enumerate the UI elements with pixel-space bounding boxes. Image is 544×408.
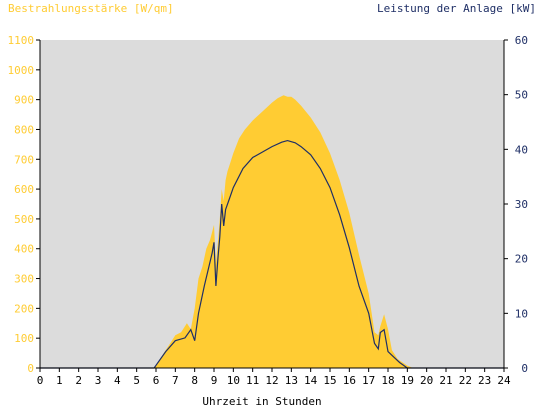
left-y-tick-label: 100 xyxy=(14,332,34,345)
x-tick-label: 9 xyxy=(211,374,218,387)
right-y-tick-label: 50 xyxy=(515,89,528,102)
x-tick-label: 19 xyxy=(401,374,414,387)
left-y-tick-label: 600 xyxy=(14,183,34,196)
x-tick-label: 11 xyxy=(246,374,259,387)
left-y-tick-label: 700 xyxy=(14,153,34,166)
x-tick-label: 18 xyxy=(381,374,394,387)
right-y-tick-label: 20 xyxy=(515,253,528,266)
x-tick-label: 12 xyxy=(265,374,278,387)
x-tick-label: 24 xyxy=(497,374,511,387)
x-axis-label: Uhrzeit in Stunden xyxy=(202,395,321,408)
power-line xyxy=(40,139,504,369)
x-tick-label: 22 xyxy=(459,374,472,387)
x-tick-label: 1 xyxy=(56,374,63,387)
x-tick-label: 7 xyxy=(172,374,179,387)
x-tick-label: 4 xyxy=(114,374,121,387)
x-tick-label: 8 xyxy=(191,374,198,387)
x-tick-label: 6 xyxy=(153,374,160,387)
x-tick-label: 13 xyxy=(285,374,298,387)
x-tick-label: 0 xyxy=(37,374,44,387)
left-y-tick-label: 300 xyxy=(14,273,34,286)
left-y-tick-label: 900 xyxy=(14,94,34,107)
series-layer xyxy=(40,95,504,369)
right-y-tick-label: 30 xyxy=(515,198,528,211)
x-tick-label: 20 xyxy=(420,374,433,387)
left-y-tick-label: 1000 xyxy=(8,64,35,77)
left-y-tick-label: 400 xyxy=(14,243,34,256)
x-tick-label: 10 xyxy=(227,374,240,387)
x-tick-label: 3 xyxy=(95,374,102,387)
x-tick-label: 17 xyxy=(362,374,375,387)
irradiance-area xyxy=(40,95,504,368)
left-y-tick-label: 200 xyxy=(14,302,34,315)
ticks-layer: 0 1 2 3 4 5 6 7 8 9 10 11 12 13 14 15 16 17 18 19 20 21 22 23 24… xyxy=(8,34,529,387)
right-y-tick-label: 10 xyxy=(515,307,528,320)
right-axis-title: Leistung der Anlage [kW] xyxy=(377,2,536,15)
left-y-tick-label: 1100 xyxy=(8,34,35,47)
x-tick-label: 16 xyxy=(343,374,356,387)
right-y-tick-label: 60 xyxy=(515,34,528,47)
x-tick-label: 21 xyxy=(439,374,452,387)
left-y-tick-label: 0 xyxy=(27,362,34,375)
x-tick-label: 23 xyxy=(478,374,491,387)
left-axis-title: Bestrahlungsstärke [W/qm] xyxy=(8,2,174,15)
x-tick-label: 5 xyxy=(133,374,140,387)
right-y-tick-label: 40 xyxy=(515,143,528,156)
x-tick-label: 14 xyxy=(304,374,318,387)
left-y-tick-label: 800 xyxy=(14,123,34,136)
x-tick-label: 15 xyxy=(323,374,336,387)
right-y-tick-label: 0 xyxy=(521,362,528,375)
x-tick-label: 2 xyxy=(75,374,82,387)
left-y-tick-label: 500 xyxy=(14,213,34,226)
